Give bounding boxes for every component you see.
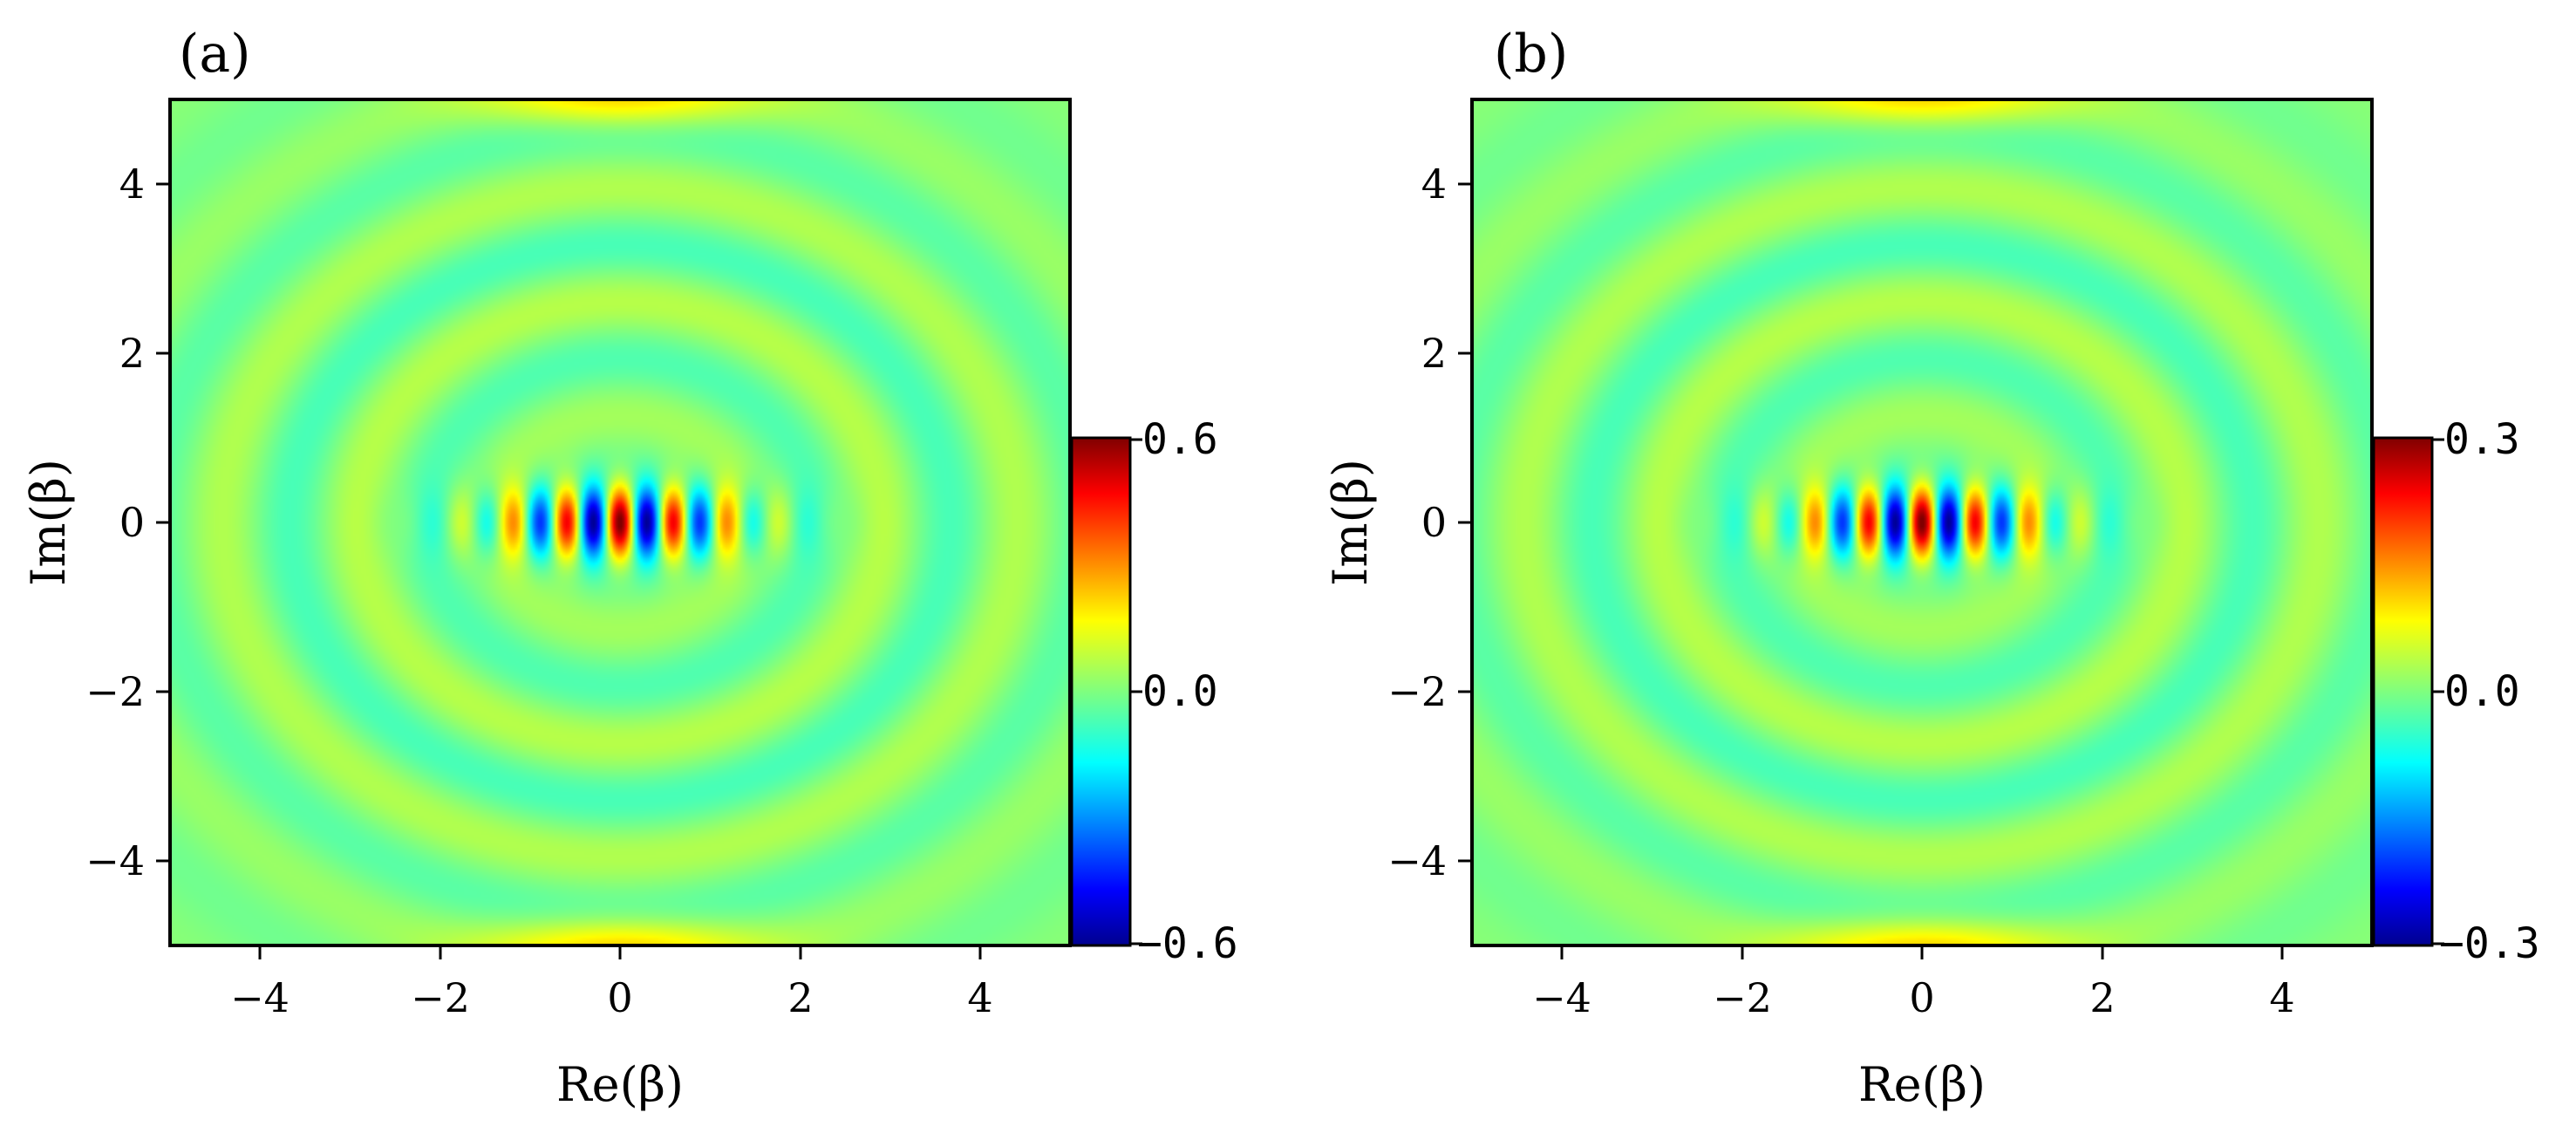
panel-b-ytick-label: 0 (1421, 499, 1447, 546)
panel-a-xtick-label: −2 (411, 974, 470, 1021)
panel-a-ytick-label: 2 (119, 330, 145, 377)
panel-b-xtick-label: 4 (2269, 974, 2294, 1021)
panel-a-ytick-label: 4 (119, 160, 145, 208)
panel-a-cbar-tick-label: −0.6 (1137, 919, 1238, 968)
panel-a-cbar-tick-label: 0.0 (1142, 667, 1218, 716)
panel-a-ytick-label: −4 (85, 837, 145, 884)
panel-a-ylabel: Im(β) (21, 459, 76, 586)
panel-a-colorbar (1070, 436, 1132, 947)
panel-a-heatmap (170, 99, 1070, 945)
panel-b-colorbar-ticks (2432, 438, 2444, 945)
panel-b: (b) −4 −2 0 2 4 4 2 0 −2 −4 Re(β) Im(β) (1323, 24, 2540, 1112)
panel-a-cbar-tick-label: 0.6 (1142, 415, 1218, 464)
panel-a-y-ticks (156, 182, 170, 863)
panel-b-ytick-label: 4 (1421, 160, 1447, 208)
panel-b-colorbar (2372, 436, 2434, 947)
panel-b-xlabel: Re(β) (1858, 1057, 1986, 1112)
panel-a-label: (a) (179, 24, 251, 85)
panel-a-xtick-label: 0 (607, 974, 632, 1021)
panel-b-xtick-label: −4 (1532, 974, 1591, 1021)
panel-b-x-ticks (1560, 945, 2284, 959)
panel-a: (a) −4 −2 0 2 4 4 2 0 −2 −4 Re(β) (21, 24, 1238, 1112)
panel-a-xtick-label: 2 (787, 974, 813, 1021)
panel-b-y-ticks (1458, 182, 1472, 863)
panel-a-xtick-label: −4 (230, 974, 290, 1021)
panel-b-xtick-label: 0 (1909, 974, 1934, 1021)
panel-a-ytick-label: −2 (85, 668, 145, 715)
panel-b-cbar-tick-label: −0.3 (2439, 919, 2540, 968)
panel-b-xtick-label: 2 (2089, 974, 2115, 1021)
panel-b-ytick-label: −2 (1387, 668, 1447, 715)
panel-a-x-ticks (258, 945, 982, 959)
panel-b-label: (b) (1494, 24, 1568, 85)
panel-a-colorbar-ticks (1130, 438, 1142, 945)
panel-b-ytick-label: 2 (1421, 330, 1447, 377)
panel-b-ytick-label: −4 (1387, 837, 1447, 884)
panel-a-ytick-label: 0 (119, 499, 145, 546)
panel-b-cbar-tick-label: 0.0 (2444, 667, 2520, 716)
panel-b-ylabel: Im(β) (1323, 459, 1378, 586)
panel-b-xtick-label: −2 (1713, 974, 1772, 1021)
panel-b-heatmap (1472, 99, 2372, 945)
panel-a-xtick-label: 4 (967, 974, 992, 1021)
panel-b-cbar-tick-label: 0.3 (2444, 415, 2520, 464)
panel-a-xlabel: Re(β) (556, 1057, 684, 1112)
